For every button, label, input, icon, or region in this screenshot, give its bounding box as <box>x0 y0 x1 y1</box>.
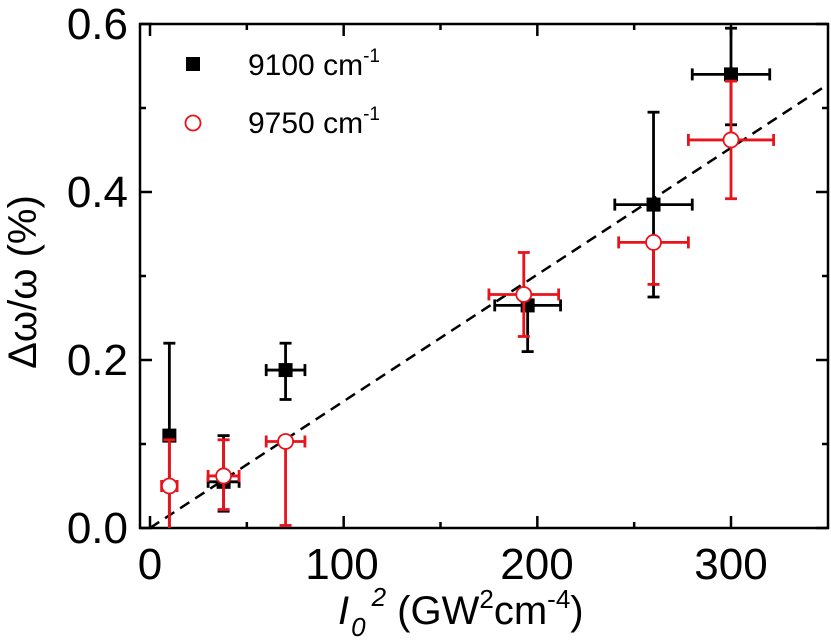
marker-s0-p5 <box>724 67 738 82</box>
x-tick-label-1: 100 <box>305 540 378 589</box>
y-tick-label-1: 0.2 <box>67 336 128 385</box>
x-axis-title-unit-close: ) <box>570 589 583 633</box>
x-axis-title: I02 (GW2cm-4) <box>338 582 584 642</box>
legend-marker-9750 <box>184 114 202 132</box>
legend: 9100 cm-1 9750 cm-1 <box>184 46 380 140</box>
x-axis-title-unit-sup1: 2 <box>479 584 493 614</box>
marker-s1-p1 <box>215 467 232 485</box>
legend-label-9100: 9100 cm-1 <box>248 46 380 82</box>
legend-label-9100-main: 9100 cm <box>248 49 363 82</box>
legend-marker-9100 <box>186 57 200 71</box>
axis-ticks <box>140 22 828 530</box>
x-tick-label-3: 300 <box>694 540 767 589</box>
marker-s1-p0 <box>160 477 178 495</box>
marker-s0-p4 <box>646 197 661 212</box>
legend-label-9750: 9750 cm-1 <box>248 104 380 140</box>
marker-s1-p3 <box>515 286 533 303</box>
legend-label-9750-main: 9750 cm <box>248 107 363 140</box>
fit-line-group <box>149 83 829 530</box>
x-axis-title-unit-mid: cm <box>494 589 547 633</box>
series-0 <box>162 26 772 528</box>
x-axis-title-sub: 0 <box>351 612 366 642</box>
legend-label-9750-sup: -1 <box>363 104 380 125</box>
marker-s1-p4 <box>645 233 662 251</box>
fit-line <box>149 83 829 530</box>
x-axis-title-unit-open: (GW <box>386 589 480 633</box>
x-axis-title-unit-sup2: -4 <box>547 584 570 614</box>
x-axis-title-main: I <box>338 589 349 633</box>
y-tick-label-3: 0.6 <box>67 0 128 49</box>
error-bar-s1-p2 <box>264 435 307 527</box>
marker-s1-p5 <box>722 131 740 149</box>
legend-label-9100-sup: -1 <box>363 46 380 67</box>
x-tick-label-2: 200 <box>500 540 573 589</box>
x-axis-title-sup: 2 <box>371 582 387 612</box>
plot-frame <box>138 22 830 530</box>
series-1 <box>160 79 776 528</box>
y-tick-label-2: 0.4 <box>67 168 128 217</box>
series-layer <box>160 26 776 528</box>
x-tick-label-0: 0 <box>138 540 162 589</box>
y-tick-label-0: 0.0 <box>67 504 128 553</box>
y-axis-title: Δω/ω (%) <box>1 195 45 369</box>
marker-s0-p2 <box>278 363 293 378</box>
marker-s1-p2 <box>277 433 294 450</box>
